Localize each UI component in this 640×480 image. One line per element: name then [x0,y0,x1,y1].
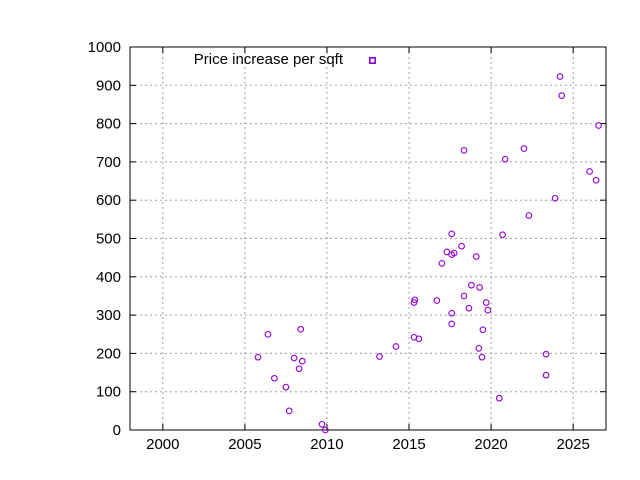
data-point [290,354,298,362]
data-point [460,147,468,154]
data-point [458,242,465,250]
y-tick-label: 600 [96,192,121,209]
data-point [282,383,290,391]
data-point [285,407,293,415]
y-tick-label: 800 [96,116,121,133]
data-point [318,420,326,428]
data-point [595,122,602,129]
data-point [450,249,458,257]
data-point [433,297,441,304]
data-point [465,304,473,312]
y-tick-label: 200 [96,345,121,362]
y-tick-label: 1000 [88,39,121,56]
data-point [460,292,468,300]
data-point [448,320,456,328]
y-tick-label: 900 [96,77,121,94]
grid-lines [130,46,606,431]
x-tick-label: 2000 [146,436,179,453]
data-point [448,309,456,317]
data-point [476,284,483,291]
x-tick-label: 2005 [228,436,261,453]
data-point [479,326,487,334]
data-point [482,299,490,306]
data-point [411,296,419,304]
data-point [484,306,492,314]
data-point [475,345,483,352]
legend-label: Price increase per sqft [194,51,344,68]
y-tick-label: 500 [96,231,121,248]
x-tick-label: 2015 [392,436,425,453]
data-point [478,353,486,361]
data-point [297,325,305,333]
data-point [542,350,550,358]
y-tick-label: 300 [96,307,121,324]
x-tick-label: 2020 [474,436,507,453]
data-point [468,281,475,289]
data-point [525,212,533,219]
data-point [321,426,329,434]
data-point [295,365,303,373]
data-point [586,168,593,175]
data-point [592,176,600,184]
y-tick-label: 700 [96,154,121,171]
data-point [520,145,528,152]
data-point [499,231,506,239]
data-point [495,394,503,402]
series-points [254,73,602,434]
axis-ticks: 2000 2005 2010 2015 2020 2025 0 100 200 300 400 500… [88,39,606,453]
data-point [448,230,456,238]
data-point [443,248,451,256]
data-point [376,353,383,360]
legend-marker [369,57,376,64]
data-point [410,299,418,306]
data-point [472,253,480,260]
legend: Price increase per sqft [194,51,376,68]
data-point [271,374,278,382]
data-point [254,353,262,361]
legend-marker-circle [369,57,376,64]
data-point [556,73,564,80]
data-point [415,335,423,343]
data-point [501,155,509,163]
y-tick-label: 100 [96,384,121,401]
data-point [392,343,400,350]
data-point [298,357,306,365]
x-tick-label: 2010 [310,436,343,453]
data-point [558,92,566,99]
y-tick-label: 400 [96,269,121,286]
data-point [438,260,446,267]
data-point [551,194,559,202]
x-tick-label: 2025 [556,436,589,453]
data-point [264,330,272,338]
data-point [542,371,550,379]
y-tick-label: 0 [113,422,121,439]
